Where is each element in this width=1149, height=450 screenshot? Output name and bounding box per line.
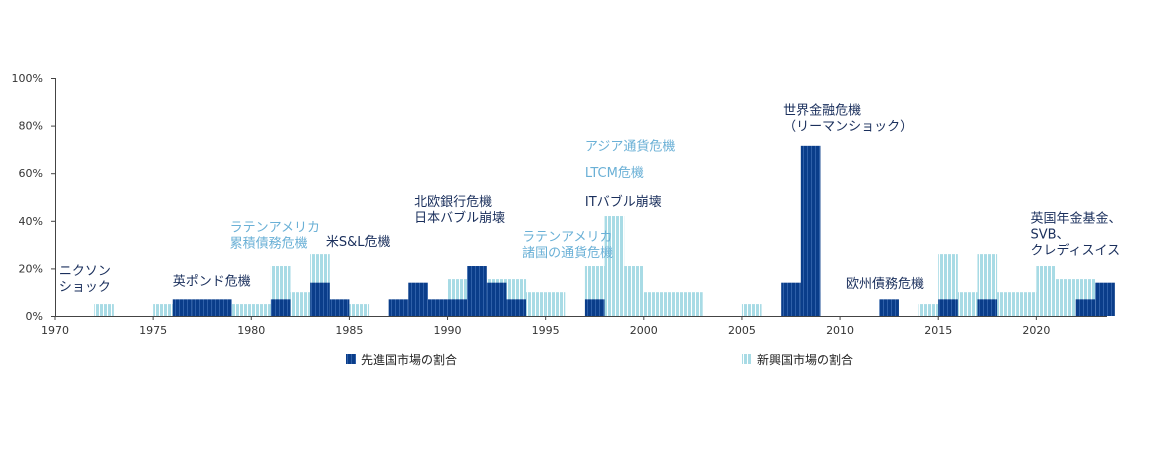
axes [55, 78, 1107, 317]
annotation-label: 米S&L危機 [326, 235, 391, 250]
x-tick-label: 1970 [41, 324, 69, 337]
annotation-label: 日本バブル崩壊 [414, 210, 505, 226]
annotation-label: ラテンアメリカ [230, 221, 320, 236]
legend-swatch-emerging [742, 354, 752, 364]
annotation-label: クレディスイス [1030, 243, 1120, 259]
bar-developed [447, 299, 468, 316]
annotation-label: 世界金融危機 [783, 103, 861, 119]
annotation-label: 諸国の通貨危機 [522, 245, 613, 261]
bar-developed [427, 299, 448, 316]
y-tick-label: 20% [19, 262, 43, 275]
bar-emerging [643, 292, 664, 316]
bar-developed [192, 299, 213, 316]
annotation-label: 累積債務危機 [230, 237, 308, 252]
annotation-label: ITバブル崩壊 [585, 194, 662, 210]
bar-emerging [231, 304, 252, 316]
x-tick-label: 1985 [335, 324, 363, 337]
x-tick-label: 2000 [630, 324, 658, 337]
bar-emerging [624, 266, 644, 316]
annotation-label: 英国年金基金、 [1030, 211, 1121, 227]
bar-emerging [153, 304, 173, 316]
bar-developed [938, 299, 958, 316]
x-tick-label: 1995 [532, 324, 560, 337]
bar-developed [486, 282, 507, 316]
bar-emerging [1055, 279, 1076, 316]
bar-developed [584, 299, 605, 316]
legend-label-emerging: 新興国市場の割合 [757, 352, 853, 367]
x-tick-label: 1980 [237, 324, 265, 337]
bar-emerging [251, 304, 271, 316]
bar-emerging [683, 292, 703, 316]
bar-developed [977, 299, 998, 316]
legend-label-developed: 先進国市場の割合 [361, 352, 457, 367]
bar-emerging [741, 304, 762, 316]
bar-developed [800, 145, 821, 316]
bar-developed [1095, 282, 1115, 316]
bar-developed [879, 299, 899, 316]
bars [94, 145, 1115, 316]
annotation-label: LTCM危機 [585, 166, 644, 181]
legend-swatch-developed [346, 354, 356, 364]
bar-developed [310, 282, 330, 316]
x-tick-label: 2015 [924, 324, 952, 337]
bar-developed [270, 299, 291, 316]
bar-developed [781, 282, 801, 316]
y-axis-ticks: 0% 20% 40% 60% 80% 100% [12, 72, 55, 323]
annotation-label: （リーマンショック） [783, 120, 913, 135]
x-tick-label: 2005 [728, 324, 756, 337]
bar-developed [467, 266, 487, 316]
y-tick-label: 0% [26, 310, 43, 323]
bar-emerging [957, 292, 978, 316]
x-tick-label: 1990 [434, 324, 462, 337]
bar-developed [329, 299, 350, 316]
bar-emerging [918, 304, 939, 316]
bar-emerging [1016, 292, 1037, 316]
bar-developed [408, 282, 428, 316]
x-tick-label: 1975 [139, 324, 167, 337]
bar-developed [1075, 299, 1096, 316]
x-axis-ticks: 1970 1975 1980 1985 1990 1995 2000 2005 2010 2015… [41, 316, 1050, 337]
y-tick-label: 60% [19, 167, 43, 180]
bar-developed [506, 299, 527, 316]
bar-emerging [663, 292, 684, 316]
legend: 先進国市場の割合 新興国市場の割合 [346, 352, 853, 367]
annotation-label: ショック [59, 280, 111, 295]
annotation-label: 北欧銀行危機 [414, 195, 492, 210]
bar-emerging [94, 304, 114, 316]
bar-emerging [1036, 266, 1056, 316]
y-tick-label: 80% [19, 120, 43, 133]
bar-developed [172, 299, 193, 316]
annotation-label: SVB、 [1030, 228, 1069, 243]
bar-emerging [604, 216, 625, 316]
annotation-label: 英ポンド危機 [173, 274, 251, 289]
y-tick-label: 100% [12, 72, 43, 85]
annotation-label: アジア通貨危機 [585, 139, 675, 155]
bar-developed [212, 299, 232, 316]
annotation-label: ニクソン [59, 264, 111, 279]
annotation-label: ラテンアメリカ [522, 230, 612, 245]
bar-emerging [290, 292, 311, 316]
y-tick-label: 40% [19, 215, 43, 228]
annotation-label: 欧州債務危機 [846, 277, 924, 292]
bar-developed [388, 299, 409, 316]
bar-emerging [526, 292, 546, 316]
bar-emerging [997, 292, 1017, 316]
bar-emerging [545, 292, 566, 316]
x-tick-label: 2010 [826, 324, 854, 337]
x-tick-label: 2020 [1022, 324, 1050, 337]
bar-emerging [349, 304, 370, 316]
